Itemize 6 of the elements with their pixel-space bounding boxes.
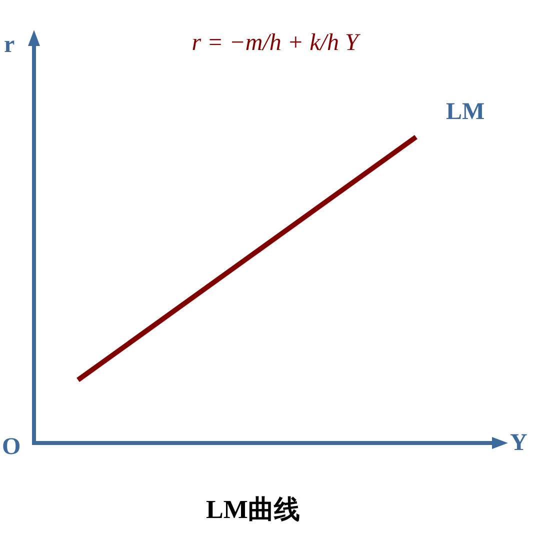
text: O: [2, 434, 21, 460]
series-label: LM: [446, 99, 485, 125]
x-axis-title: Y: [510, 430, 528, 456]
text: LM曲线: [206, 495, 300, 524]
text: r = −m/h + k/h Y: [192, 30, 361, 56]
y-axis-title: r: [4, 32, 15, 58]
